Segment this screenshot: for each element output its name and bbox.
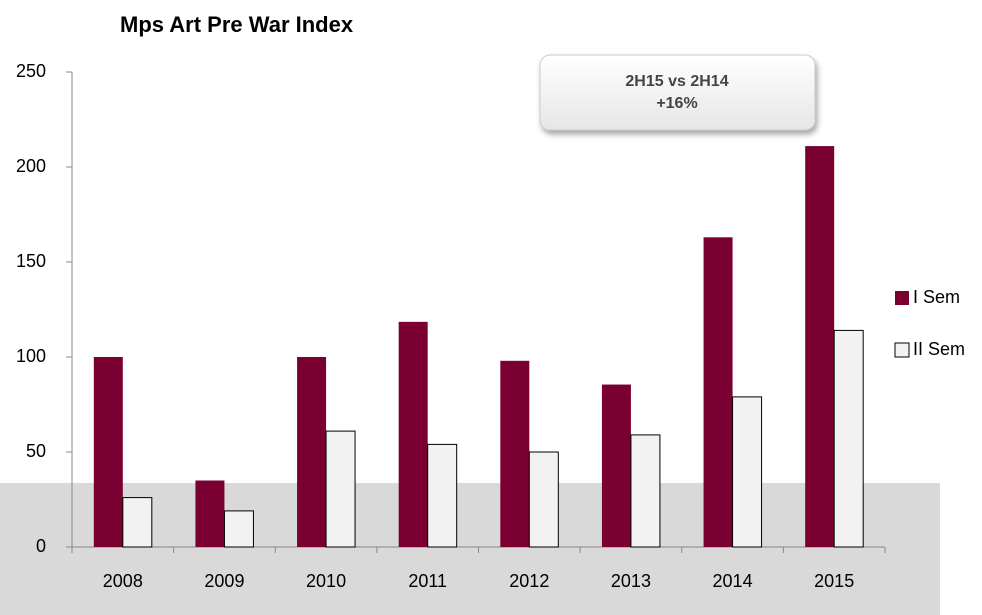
x-tick-label: 2010 bbox=[306, 571, 346, 591]
annotation: 2H15 vs 2H14 bbox=[625, 73, 728, 90]
y-tick-label: 100 bbox=[16, 346, 46, 366]
legend-swatch bbox=[894, 342, 910, 358]
x-tick-label: 2013 bbox=[611, 571, 651, 591]
bar bbox=[195, 480, 225, 547]
annotation-box bbox=[539, 54, 816, 131]
bar bbox=[732, 396, 763, 548]
x-tick-label: 2015 bbox=[814, 571, 854, 591]
bar bbox=[122, 497, 153, 548]
bar bbox=[325, 430, 356, 548]
bar bbox=[601, 384, 631, 547]
legend-swatch bbox=[895, 291, 909, 305]
x-tick-label: 2009 bbox=[204, 571, 244, 591]
bar bbox=[427, 443, 458, 548]
bar bbox=[93, 357, 123, 547]
y-tick-label: 200 bbox=[16, 156, 46, 176]
y-tick-label: 250 bbox=[16, 61, 46, 81]
bar bbox=[223, 510, 254, 548]
bar bbox=[297, 357, 327, 547]
annotation: +16% bbox=[656, 95, 697, 112]
y-tick-label: 50 bbox=[26, 441, 46, 461]
bar bbox=[805, 146, 835, 547]
legend-label: II Sem bbox=[913, 339, 965, 359]
x-tick-label: 2008 bbox=[103, 571, 143, 591]
bar bbox=[398, 321, 428, 547]
legend-label: I Sem bbox=[913, 287, 960, 307]
bar bbox=[500, 360, 530, 547]
bar bbox=[703, 237, 733, 548]
x-tick-label: 2012 bbox=[509, 571, 549, 591]
x-tick-label: 2014 bbox=[713, 571, 753, 591]
bar bbox=[630, 434, 661, 548]
bar bbox=[833, 329, 864, 548]
y-tick-label: 150 bbox=[16, 251, 46, 271]
y-tick-label: 0 bbox=[36, 536, 46, 556]
bar bbox=[528, 451, 559, 548]
x-tick-label: 2011 bbox=[408, 571, 447, 591]
chart-title: Mps Art Pre War Index bbox=[120, 12, 354, 37]
